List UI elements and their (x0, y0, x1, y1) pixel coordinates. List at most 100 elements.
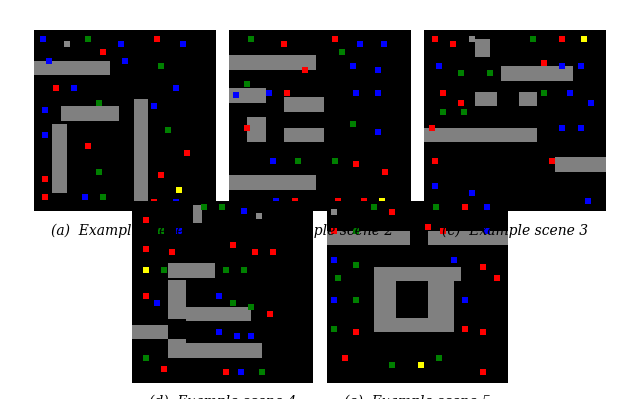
Point (340, 354, 350, 361)
Point (170, 85, 180, 91)
Point (351, 227, 361, 234)
Point (163, 126, 173, 133)
Point (83, 36, 93, 42)
Point (278, 41, 289, 47)
Point (69, 85, 79, 91)
Text: (e)  Example scene 5: (e) Example scene 5 (344, 395, 491, 399)
Point (289, 198, 300, 204)
Point (333, 275, 343, 281)
Point (173, 227, 184, 234)
Point (152, 300, 162, 306)
Point (239, 267, 250, 274)
Point (547, 158, 557, 164)
Point (246, 36, 256, 42)
Point (141, 245, 151, 252)
Point (373, 90, 383, 97)
Point (170, 199, 180, 205)
Bar (34, 61, 110, 75)
Point (557, 63, 568, 69)
Point (282, 90, 292, 97)
Point (528, 36, 538, 42)
Point (539, 90, 549, 97)
Point (148, 199, 159, 205)
Bar (229, 55, 316, 70)
Point (380, 168, 390, 175)
Point (94, 168, 104, 175)
Point (243, 81, 253, 87)
Bar (374, 318, 454, 332)
Text: (c)  Example scene 3: (c) Example scene 3 (442, 223, 588, 238)
Point (460, 109, 470, 115)
Point (181, 150, 191, 156)
Bar (374, 281, 396, 318)
Point (358, 198, 369, 204)
Point (141, 216, 151, 223)
Bar (327, 231, 410, 245)
Point (40, 194, 50, 200)
Point (449, 257, 459, 263)
Point (156, 63, 166, 69)
Point (438, 227, 448, 234)
Point (351, 262, 361, 268)
Point (424, 224, 434, 230)
Bar (52, 124, 67, 194)
Bar (193, 205, 202, 223)
Point (586, 99, 596, 106)
Point (98, 49, 108, 55)
Point (141, 267, 151, 274)
Point (38, 36, 48, 42)
Bar (519, 92, 537, 106)
Bar (134, 99, 148, 211)
Point (148, 103, 159, 109)
Bar (168, 280, 186, 320)
Point (253, 213, 264, 219)
Bar (429, 281, 454, 318)
Point (351, 329, 361, 336)
Point (61, 41, 72, 47)
Point (373, 128, 383, 135)
Bar (229, 175, 316, 190)
Point (221, 267, 231, 274)
Point (243, 125, 253, 131)
Point (268, 158, 278, 164)
Point (218, 204, 228, 210)
Bar (284, 97, 324, 112)
Point (378, 41, 388, 47)
Bar (186, 343, 262, 358)
Point (232, 333, 242, 339)
Point (492, 275, 502, 281)
Point (199, 204, 209, 210)
Point (337, 49, 347, 55)
Point (98, 194, 108, 200)
Point (478, 369, 488, 375)
Point (557, 36, 568, 42)
Point (467, 190, 477, 197)
Point (40, 176, 50, 182)
Bar (132, 325, 168, 340)
Point (355, 41, 365, 47)
Point (557, 125, 568, 131)
Bar (429, 231, 508, 245)
Point (575, 125, 586, 131)
Point (94, 99, 104, 106)
Point (435, 354, 445, 361)
Point (246, 304, 257, 310)
Point (214, 293, 224, 299)
Point (232, 92, 242, 99)
Point (539, 59, 549, 66)
Point (481, 204, 492, 210)
Point (156, 227, 166, 234)
Point (120, 57, 130, 64)
Point (159, 365, 170, 372)
Point (257, 369, 268, 375)
Point (178, 41, 188, 47)
Point (430, 158, 440, 164)
Bar (61, 106, 119, 120)
Point (166, 249, 177, 255)
Point (460, 326, 470, 332)
Point (582, 198, 593, 204)
Point (246, 333, 257, 339)
Point (438, 90, 448, 97)
Point (152, 36, 163, 42)
Bar (284, 128, 324, 142)
